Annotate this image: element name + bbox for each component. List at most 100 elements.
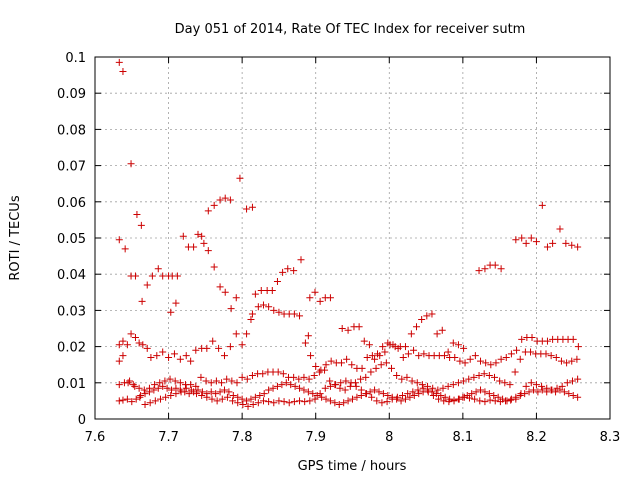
- data-point-marker: [532, 238, 540, 246]
- data-point-marker: [432, 390, 440, 398]
- data-point-marker: [399, 353, 407, 361]
- data-point-marker: [137, 391, 145, 399]
- data-point-marker: [490, 391, 498, 399]
- y-tick-label: 0.01: [57, 377, 86, 392]
- data-point-marker: [549, 239, 557, 247]
- data-point-marker: [172, 299, 180, 307]
- data-point-marker: [318, 393, 326, 401]
- data-point-marker: [151, 397, 159, 405]
- y-tick-label: 0.1: [65, 51, 86, 66]
- data-point-marker: [128, 398, 136, 406]
- data-point-marker: [300, 373, 308, 381]
- data-point-marker: [399, 391, 407, 399]
- data-point-marker: [249, 401, 257, 409]
- data-point-marker: [151, 381, 159, 389]
- data-point-marker: [518, 335, 526, 343]
- data-point-marker: [313, 391, 321, 399]
- data-point-marker: [218, 379, 226, 387]
- data-point-marker: [228, 377, 236, 385]
- data-point-marker: [177, 388, 185, 396]
- data-point-marker: [225, 388, 233, 396]
- data-point-marker: [306, 397, 314, 405]
- data-point-marker: [397, 397, 405, 405]
- data-point-marker: [418, 315, 426, 323]
- data-point-marker: [192, 346, 200, 354]
- data-point-marker: [232, 330, 240, 338]
- data-point-marker: [527, 234, 535, 242]
- data-point-marker: [173, 272, 181, 280]
- data-point-marker: [371, 355, 379, 363]
- data-points: [115, 58, 582, 410]
- data-point-marker: [368, 352, 376, 360]
- chart-title: Day 051 of 2014, Rate Of TEC Index for r…: [175, 22, 526, 37]
- data-point-marker: [310, 372, 318, 380]
- data-point-marker: [491, 397, 499, 405]
- data-point-marker: [476, 397, 484, 405]
- data-point-marker: [150, 386, 158, 394]
- data-point-marker: [216, 388, 224, 396]
- data-point-marker: [207, 379, 215, 387]
- data-point-marker: [202, 377, 210, 385]
- data-point-marker: [279, 370, 287, 378]
- data-point-marker: [384, 339, 392, 347]
- data-point-marker: [481, 265, 489, 273]
- data-point-marker: [341, 386, 349, 394]
- data-point-marker: [311, 288, 319, 296]
- y-tick-label: 0: [78, 413, 86, 428]
- data-point-marker: [135, 339, 143, 347]
- data-point-marker: [337, 379, 345, 387]
- data-point-marker: [137, 221, 145, 229]
- data-point-marker: [306, 294, 314, 302]
- data-point-marker: [275, 308, 283, 316]
- data-point-marker: [482, 359, 490, 367]
- data-point-marker: [282, 379, 290, 387]
- data-point-marker: [494, 393, 502, 401]
- data-point-marker: [450, 396, 458, 404]
- data-point-marker: [387, 364, 395, 372]
- data-point-marker: [404, 390, 412, 398]
- data-point-marker: [233, 379, 241, 387]
- data-point-marker: [543, 337, 551, 345]
- data-point-marker: [131, 382, 139, 390]
- data-point-marker: [340, 399, 348, 407]
- data-point-marker: [379, 390, 387, 398]
- data-point-marker: [140, 386, 148, 394]
- data-point-marker: [187, 381, 195, 389]
- data-point-marker: [159, 348, 167, 356]
- y-tick-label: 0.09: [57, 87, 86, 102]
- data-point-marker: [119, 67, 127, 75]
- data-point-marker: [198, 388, 206, 396]
- data-point-marker: [538, 386, 546, 394]
- data-point-marker: [437, 391, 445, 399]
- data-point-marker: [424, 386, 432, 394]
- data-point-marker: [543, 243, 551, 251]
- data-point-marker: [381, 348, 389, 356]
- data-point-marker: [131, 272, 139, 280]
- data-point-marker: [527, 379, 535, 387]
- data-point-marker: [273, 277, 281, 285]
- data-point-marker: [165, 353, 173, 361]
- data-point-marker: [451, 353, 459, 361]
- data-point-marker: [342, 377, 350, 385]
- data-point-marker: [435, 395, 443, 403]
- data-point-marker: [210, 263, 218, 271]
- data-point-marker: [297, 256, 305, 264]
- data-point-marker: [331, 399, 339, 407]
- x-tick-label: 8.1: [453, 430, 474, 445]
- data-point-marker: [562, 239, 570, 247]
- data-point-marker: [552, 388, 560, 396]
- data-point-marker: [424, 388, 432, 396]
- data-point-marker: [270, 306, 278, 314]
- data-point-marker: [193, 390, 201, 398]
- data-point-marker: [278, 381, 286, 389]
- data-point-marker: [143, 344, 151, 352]
- x-tick-label: 7.9: [305, 430, 326, 445]
- data-point-marker: [563, 359, 571, 367]
- data-point-marker: [366, 388, 374, 396]
- data-point-marker: [312, 363, 320, 371]
- data-point-marker: [512, 236, 520, 244]
- data-point-marker: [525, 388, 533, 396]
- x-tick-label: 7.8: [232, 430, 253, 445]
- data-point-marker: [243, 330, 251, 338]
- data-point-marker: [428, 310, 436, 318]
